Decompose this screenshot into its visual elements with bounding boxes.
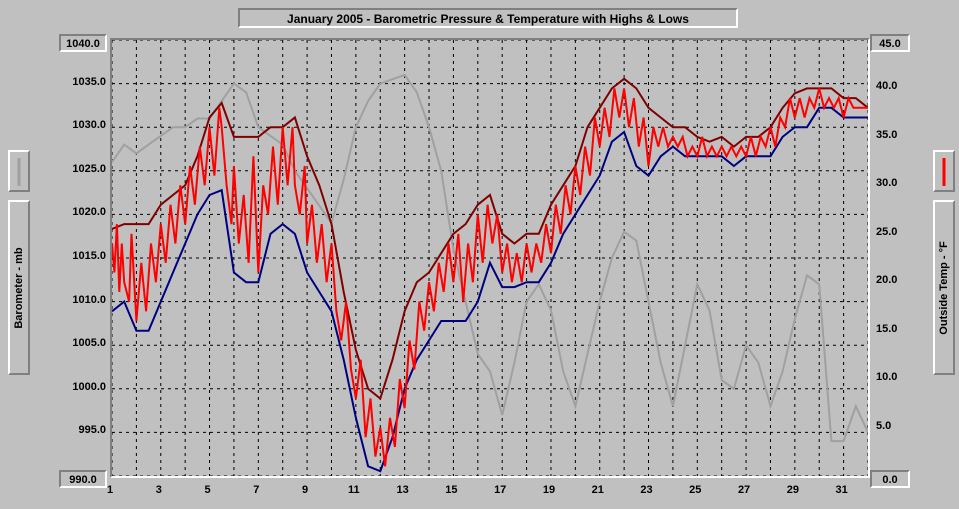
chart-title: January 2005 - Barometric Pressure & Tem… (238, 8, 738, 28)
x-tick: 9 (295, 484, 315, 496)
left-axis-label-box: Barometer - mb (8, 200, 30, 375)
x-tick: 13 (393, 484, 413, 496)
y-left-tick: 1020.0 (66, 206, 106, 218)
x-tick: 29 (783, 484, 803, 496)
y-right-tick: 15.0 (876, 323, 916, 335)
x-tick: 17 (490, 484, 510, 496)
x-tick: 11 (344, 484, 364, 496)
y-left-tick: 995.0 (66, 424, 106, 436)
x-tick: 7 (246, 484, 266, 496)
plot-area (110, 38, 870, 478)
y-left-tick: 1025.0 (66, 163, 106, 175)
x-tick: 1 (100, 484, 120, 496)
y-right-min-cap: 0.0 (870, 470, 910, 488)
y-right-tick: 35.0 (876, 129, 916, 141)
x-tick: 5 (198, 484, 218, 496)
x-tick: 25 (685, 484, 705, 496)
legend-barometer-line (18, 158, 21, 186)
y-left-tick: 1000.0 (66, 381, 106, 393)
y-left-tick: 1015.0 (66, 250, 106, 262)
y-left-tick: 1035.0 (66, 76, 106, 88)
y-left-tick: 1005.0 (66, 337, 106, 349)
x-tick: 23 (637, 484, 657, 496)
x-tick: 19 (539, 484, 559, 496)
legend-temp (933, 150, 955, 192)
x-tick: 3 (149, 484, 169, 496)
x-tick: 15 (441, 484, 461, 496)
y-left-max-cap: 1040.0 (59, 34, 107, 52)
x-tick: 27 (734, 484, 754, 496)
x-tick: 31 (832, 484, 852, 496)
y-right-tick: 20.0 (876, 274, 916, 286)
y-right-tick: 30.0 (876, 177, 916, 189)
y-left-tick: 1010.0 (66, 294, 106, 306)
chart-svg (112, 40, 868, 476)
right-axis-label: Outside Temp - °F (938, 241, 950, 334)
legend-temp-line (943, 158, 946, 186)
y-left-tick: 1030.0 (66, 119, 106, 131)
left-axis-label: Barometer - mb (13, 247, 25, 328)
x-tick: 21 (588, 484, 608, 496)
y-right-tick: 25.0 (876, 226, 916, 238)
y-right-max-cap: 45.0 (870, 34, 910, 52)
legend-barometer (8, 150, 30, 192)
y-right-tick: 10.0 (876, 371, 916, 383)
right-axis-label-box: Outside Temp - °F (933, 200, 955, 375)
y-right-tick: 40.0 (876, 80, 916, 92)
y-right-tick: 5.0 (876, 420, 916, 432)
